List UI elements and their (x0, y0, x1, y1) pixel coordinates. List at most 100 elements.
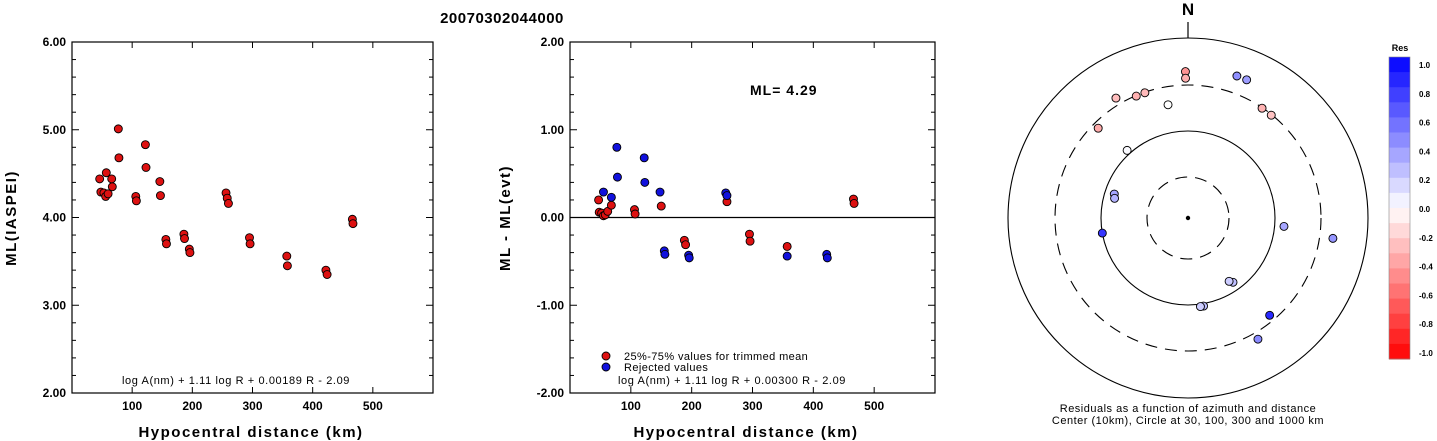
station-point (1266, 110, 1276, 120)
colorbar-tick-label: 0.0 (1419, 205, 1431, 214)
station-point (1279, 221, 1289, 231)
data-point (322, 270, 332, 279)
y-tick-label: 2.00 (43, 386, 67, 400)
colorbar-swatch (1389, 162, 1410, 179)
colorbar-swatch (1389, 102, 1410, 118)
data-point (849, 199, 859, 208)
colorbar-tick-label: 0.4 (1419, 147, 1431, 156)
station-point (1131, 91, 1141, 101)
data-point (180, 234, 189, 244)
data-point (114, 153, 124, 163)
station-point (1224, 276, 1234, 286)
formula-label: log A(nm) + 1.11 log R + 0.00300 R - 2.0… (618, 375, 846, 387)
data-point (162, 239, 171, 249)
colorbar-swatch (1389, 313, 1410, 330)
plot-frame (71, 41, 434, 394)
station-point (1232, 71, 1242, 81)
x-tick-label: 500 (363, 399, 383, 413)
colorbar-frame (1388, 56, 1411, 360)
data-point (594, 195, 604, 205)
data-point (681, 240, 691, 250)
legend-label-rejected: Rejected values (624, 362, 708, 374)
magnitude-vs-distance-panel: ML(IASPEI) Hypocentral distance (km) log… (3, 35, 434, 441)
data-point (107, 174, 117, 184)
legend-label-trimmed: 25%-75% values for trimmed mean (624, 351, 808, 363)
epicenter-dot (1185, 215, 1191, 221)
station-point (1257, 103, 1267, 113)
colorbar-tick-label: 1.0 (1419, 61, 1431, 70)
x-tick-label: 100 (621, 399, 641, 413)
data-point (103, 189, 113, 199)
distance-ring (1100, 130, 1276, 306)
y-tick-label: -1.00 (537, 298, 565, 312)
colorbar-tick-label: -0.8 (1419, 320, 1433, 329)
station-point (1181, 73, 1191, 83)
colorbar-swatch (1389, 132, 1410, 149)
data-point (822, 253, 832, 263)
data-point (656, 201, 666, 211)
station-point (1093, 123, 1103, 133)
colorbar-swatch (1389, 208, 1410, 224)
station-point (1110, 193, 1120, 203)
data-point (101, 168, 111, 178)
formula-label: log A(nm) + 1.11 log R + 0.00189 R - 2.0… (122, 375, 350, 387)
data-point (684, 253, 694, 263)
figure-title: 20070302044000 (440, 10, 564, 27)
y-tick-label: 1.00 (541, 123, 565, 137)
station-point (1253, 334, 1263, 344)
y-tick-label: 2.00 (541, 35, 565, 49)
y-tick-label: 3.00 (43, 298, 67, 312)
colorbar-swatch (1389, 192, 1410, 209)
station-point (1328, 233, 1338, 243)
y-tick-label: 6.00 (43, 35, 67, 49)
station-point (1097, 228, 1107, 238)
x-tick-label: 300 (242, 399, 262, 413)
data-point (606, 192, 616, 202)
colorbar-swatch (1389, 177, 1410, 194)
y-tick-label: 4.00 (43, 211, 67, 225)
data-point (113, 124, 123, 134)
colorbar-tick-label: -0.2 (1419, 234, 1433, 243)
data-point (185, 248, 195, 258)
magnitude-residual-panel: ML - ML(evt) Hypocentral distance (km) M… (497, 35, 936, 441)
distance-ring (1146, 176, 1230, 260)
y-tick-label: 0.00 (541, 211, 565, 225)
colorbar-swatch (1389, 343, 1410, 360)
data-point (140, 140, 150, 150)
station-point (1111, 93, 1121, 103)
colorbar-swatch (1389, 87, 1410, 103)
data-point (782, 251, 792, 261)
caption-line-1: Residuals as a function of azimuth and d… (1060, 403, 1316, 415)
data-point (245, 239, 255, 249)
colorbar-swatch (1389, 223, 1410, 239)
y-axis-label: ML(IASPEI) (3, 170, 20, 266)
station-point (1195, 302, 1205, 312)
station-point (1242, 75, 1252, 85)
data-point (630, 209, 640, 219)
data-point (155, 191, 165, 201)
colorbar-tick-label: -1.0 (1419, 349, 1433, 358)
colorbar-swatch (1389, 268, 1410, 284)
x-tick-label: 400 (803, 399, 823, 413)
data-point (282, 261, 292, 271)
colorbar-swatch (1389, 328, 1410, 345)
data-point (155, 177, 165, 186)
x-axis-label: Hypocentral distance (km) (138, 424, 363, 441)
station-point (1140, 88, 1150, 98)
data-point (613, 172, 622, 182)
distance-ring (1007, 37, 1369, 399)
data-point (745, 236, 755, 246)
x-axis-label: Hypocentral distance (km) (633, 424, 858, 441)
colorbar-tick-label: -0.4 (1419, 263, 1433, 272)
data-point (612, 142, 622, 152)
data-point (722, 191, 732, 201)
colorbar-swatch (1389, 298, 1410, 315)
data-point (141, 163, 151, 172)
station-point (1265, 310, 1275, 320)
data-point (282, 251, 292, 261)
azimuth-residual-panel: N Residuals as a function of azimuth and… (1007, 0, 1433, 427)
y-tick-label: -2.00 (537, 386, 565, 400)
data-point (223, 199, 233, 208)
data-point (95, 174, 105, 184)
colorbar-tick-label: 0.8 (1419, 90, 1431, 99)
